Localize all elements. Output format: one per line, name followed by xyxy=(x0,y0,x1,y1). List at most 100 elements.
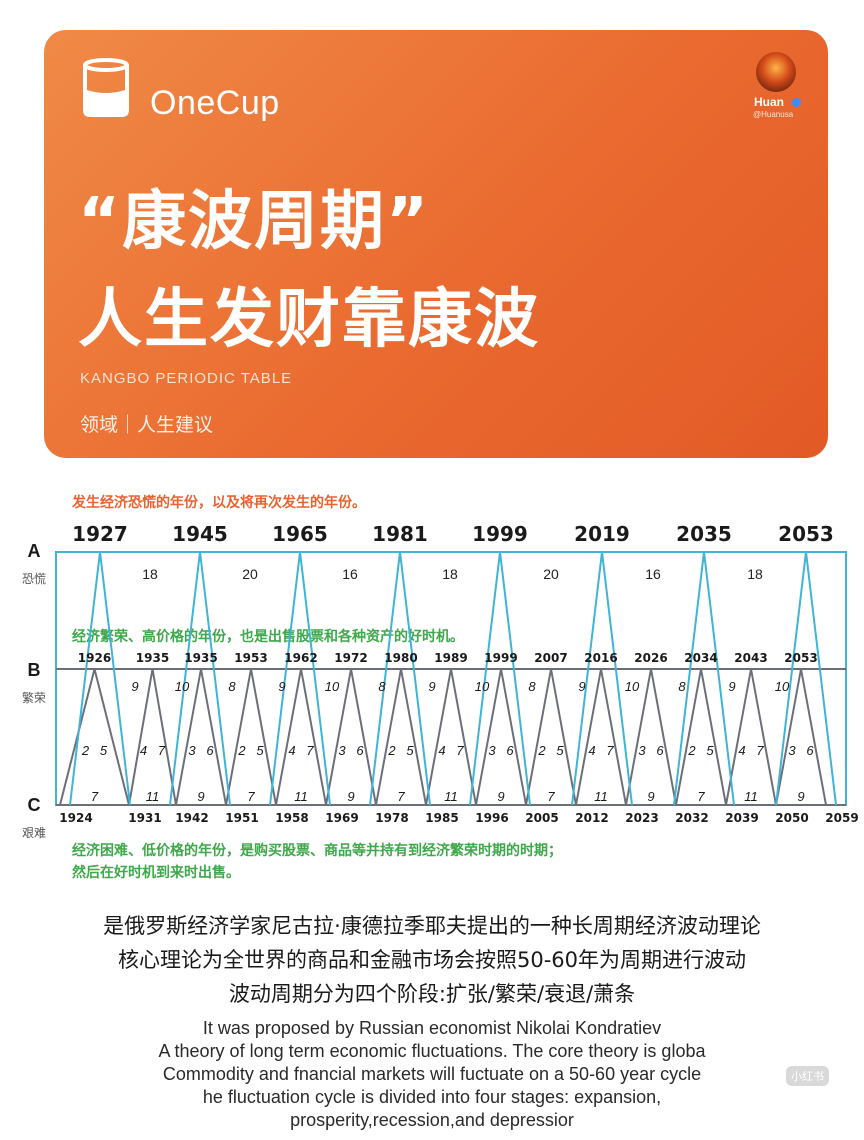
cycle-number-upper: 9 xyxy=(578,679,585,694)
hardship-year-label: 2050 xyxy=(775,811,808,825)
boom-cycle-line xyxy=(375,668,427,806)
cycle-number-lower: 9 xyxy=(497,789,504,804)
boom-cycle-line xyxy=(725,668,777,806)
hardship-year-label: 2039 xyxy=(725,811,758,825)
hardship-year-label: 2023 xyxy=(625,811,658,825)
cycle-number-upper: 8 xyxy=(678,679,686,694)
boom-cycle-line xyxy=(575,668,627,806)
boom-year-label: 1953 xyxy=(234,651,267,665)
panic-spike-line xyxy=(269,551,331,806)
cycle-number-middle: 6 xyxy=(356,743,364,758)
hardship-year-label: 1996 xyxy=(475,811,508,825)
description-zh-3: 波动周期分为四个阶段:扩张/繁荣/衰退/萧条 xyxy=(228,982,636,1006)
hardship-year-label: 1951 xyxy=(225,811,258,825)
panic-interval-label: 18 xyxy=(747,566,763,582)
cycle-number-middle: 4 xyxy=(140,743,147,758)
cycle-number-upper: 8 xyxy=(378,679,386,694)
panic-spike-line xyxy=(469,551,531,806)
boom-year-label: 2026 xyxy=(634,651,667,665)
cycle-number-middle: 3 xyxy=(488,743,496,758)
verified-badge-icon xyxy=(792,98,801,107)
panic-interval-label: 16 xyxy=(645,566,661,582)
cycle-number-middle: 3 xyxy=(188,743,196,758)
cycle-number-upper: 10 xyxy=(325,679,340,694)
cycle-number-lower: 7 xyxy=(247,789,255,804)
hardship-year-label: 1978 xyxy=(375,811,408,825)
subtitle-en: KANGBO PERIODIC TABLE xyxy=(80,370,293,387)
cycle-number-upper: 10 xyxy=(625,679,640,694)
panic-year-label: 1965 xyxy=(272,522,328,546)
hardship-year-label: 2032 xyxy=(675,811,708,825)
cycle-number-middle: 6 xyxy=(506,743,514,758)
cycle-number-upper: 9 xyxy=(728,679,735,694)
cycle-number-lower: 9 xyxy=(197,789,204,804)
cycle-number-middle: 4 xyxy=(438,743,445,758)
boom-cycle-line xyxy=(225,668,277,806)
row-label-C: 艰难 xyxy=(22,826,46,840)
cycle-number-middle: 5 xyxy=(706,743,714,758)
boom-year-label: 1935 xyxy=(184,651,217,665)
panic-spike-line xyxy=(369,551,431,806)
boom-cycle-line xyxy=(175,668,227,806)
cycle-number-middle: 3 xyxy=(638,743,646,758)
cycle-number-lower: 9 xyxy=(797,789,804,804)
panic-year-label: 1945 xyxy=(172,522,228,546)
row-letter-B: B xyxy=(28,660,41,680)
boom-year-label: 1989 xyxy=(434,651,467,665)
hardship-year-label: 2005 xyxy=(525,811,558,825)
description-zh-1: 是俄罗斯经济学家尼古拉·康德拉季耶夫提出的一种长周期经济波动理论 xyxy=(103,914,761,938)
category-label: 领域｜人生建议 xyxy=(80,414,214,436)
cycle-number-middle: 2 xyxy=(687,743,696,758)
hardship-year-label: 1969 xyxy=(325,811,358,825)
panic-year-label: 2053 xyxy=(778,522,834,546)
cycle-number-middle: 5 xyxy=(556,743,564,758)
cycle-number-middle: 2 xyxy=(81,743,90,758)
cycle-number-middle: 5 xyxy=(256,743,264,758)
cycle-number-middle: 4 xyxy=(738,743,745,758)
panic-interval-label: 18 xyxy=(142,566,158,582)
note-hardship-2: 然后在好时机到来时出售。 xyxy=(72,865,240,881)
author-name[interactable]: Huan xyxy=(754,95,784,109)
panic-interval-label: 20 xyxy=(543,566,559,582)
title-line-2: 人生发财靠康波 xyxy=(78,283,540,357)
cycle-number-lower: 7 xyxy=(547,789,555,804)
boom-year-label: 2007 xyxy=(534,651,567,665)
panic-year-label: 1981 xyxy=(372,522,428,546)
cycle-number-lower: 9 xyxy=(347,789,354,804)
header-card xyxy=(44,30,828,458)
cycle-number-lower: 7 xyxy=(91,789,99,804)
panic-spike-line xyxy=(673,551,735,806)
panic-interval-label: 18 xyxy=(442,566,458,582)
note-hardship-1: 经济困难、低价格的年份，是购买股票、商品等并持有到经济繁荣时期的时期； xyxy=(72,843,562,859)
brand-name: OneCup xyxy=(150,84,280,122)
boom-year-label: 2034 xyxy=(684,651,717,665)
boom-year-label: 1972 xyxy=(334,651,367,665)
note-prosperity: 经济繁荣、高价格的年份，也是出售股票和各种资产的好时机。 xyxy=(72,629,464,645)
boom-cycle-line xyxy=(128,668,177,806)
panic-spike-line xyxy=(169,551,231,806)
boom-cycle-line xyxy=(525,668,577,806)
row-letter-A: A xyxy=(28,541,41,561)
panic-spike-line xyxy=(775,551,837,806)
cycle-number-lower: 7 xyxy=(397,789,405,804)
description-en-3: Commodity and fnancial markets will fuct… xyxy=(162,1064,702,1084)
cycle-number-lower: 9 xyxy=(647,789,654,804)
boom-cycle-line xyxy=(475,668,527,806)
description-en-1: It was proposed by Russian economist Nik… xyxy=(202,1018,662,1038)
cycle-number-lower: 11 xyxy=(744,789,758,804)
cycle-number-lower: 11 xyxy=(294,789,308,804)
panic-spike-line xyxy=(69,551,131,806)
cycle-number-upper: 10 xyxy=(775,679,790,694)
boom-year-label: 2053 xyxy=(784,651,817,665)
cycle-number-upper: 9 xyxy=(428,679,435,694)
note-panic: 发生经济恐慌的年份，以及将再次发生的年份。 xyxy=(72,495,366,511)
avatar[interactable] xyxy=(756,52,796,92)
description-en-2: A theory of long term economic fluctuati… xyxy=(158,1041,706,1061)
cycle-number-upper: 10 xyxy=(175,679,190,694)
cycle-number-middle: 7 xyxy=(456,743,464,758)
cycle-number-middle: 5 xyxy=(406,743,414,758)
cycle-number-lower: 7 xyxy=(697,789,705,804)
cycle-number-middle: 6 xyxy=(206,743,214,758)
cycle-number-middle: 4 xyxy=(588,743,595,758)
